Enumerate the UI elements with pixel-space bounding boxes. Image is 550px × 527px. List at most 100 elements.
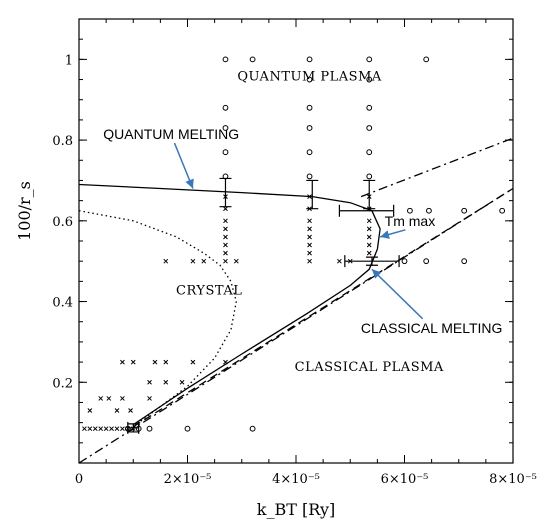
cross-point [307, 194, 312, 199]
circle-point [423, 56, 430, 63]
series-line-solid [78, 183, 381, 426]
cross-point [307, 234, 312, 240]
cross-point [337, 258, 342, 264]
cross-point [307, 258, 312, 264]
cross-point [190, 258, 196, 264]
circle-point [366, 76, 373, 83]
cross-point [120, 359, 125, 365]
circle-point [222, 56, 229, 63]
cross-point [114, 408, 120, 413]
circle-point [461, 258, 468, 265]
cross-point [307, 242, 312, 248]
cross-point [87, 426, 93, 432]
x-tick-label: 4×10⁻⁵ [272, 472, 320, 487]
circle-point [426, 207, 432, 214]
cross-point [201, 258, 207, 264]
cross-point [163, 359, 169, 365]
plot-border [78, 18, 514, 464]
error-bar-horizontal [344, 255, 400, 268]
annotation-arrow [371, 268, 424, 320]
annotation-arrow [173, 142, 194, 189]
axis-ticks: 0 2×10⁻⁵ 4×10⁻⁵ 6×10⁻⁵ 8×10⁻⁵ 0.2 0.4 0.6 0.8 1 k_… [15, 19, 537, 519]
cross-point [82, 426, 87, 432]
cross-point [223, 218, 228, 224]
cross-point [92, 426, 98, 432]
circle-point [249, 425, 256, 432]
circle-point [184, 425, 191, 432]
cross-point [147, 379, 152, 385]
cross-point [366, 250, 372, 256]
cross-point [120, 426, 125, 432]
cross-point [114, 426, 120, 432]
cross-point [233, 258, 239, 264]
circle-point [222, 125, 229, 131]
annotation-label: CLASSICAL MELTING [361, 320, 503, 336]
circle-point [423, 258, 430, 265]
cross-point [179, 379, 185, 385]
annotation-label: Tm max [385, 213, 436, 229]
cross-point [307, 250, 312, 256]
cross-point [223, 250, 228, 256]
circle-point [366, 125, 373, 131]
region-label: QUANTUM PLASMA [237, 70, 382, 85]
cross-point [152, 359, 158, 365]
circle-point [407, 207, 413, 214]
cross-point [130, 359, 136, 365]
plot-frame [78, 18, 514, 464]
cross-point [98, 426, 104, 432]
cross-point [366, 218, 372, 224]
circle-point [366, 56, 373, 63]
cross-point [223, 226, 228, 232]
y-tick-label: 1 [65, 53, 73, 68]
chart-labels: QUANTUM PLASMA CRYSTAL CLASSICAL PLASMA QUA… [103, 70, 502, 376]
circle-point [366, 104, 373, 111]
cross-point [109, 426, 114, 432]
error-bar-horizontal [127, 421, 140, 434]
circle-point [306, 149, 313, 156]
y-axis-title: 100/r_s [15, 181, 34, 241]
circle-point [366, 149, 373, 156]
data-markers [82, 56, 506, 432]
cross-point [223, 242, 228, 248]
curves [78, 137, 514, 464]
annotation-label: QUANTUM MELTING [103, 126, 239, 142]
circle-point [306, 125, 313, 131]
cross-point [223, 359, 228, 365]
circle-point [461, 207, 468, 214]
cross-point [307, 226, 312, 232]
x-axis-title: k_BT [Ry] [257, 500, 336, 519]
error-bar-horizontal [338, 204, 395, 217]
x-tick-label: 0 [75, 472, 83, 487]
region-label: CLASSICAL PLASMA [295, 360, 444, 375]
cross-point [103, 426, 109, 432]
circle-point [306, 104, 313, 111]
cross-point [106, 396, 112, 401]
circle-point [222, 104, 229, 111]
region-label: CRYSTAL [176, 283, 242, 298]
cross-point [163, 258, 169, 264]
circle-point [306, 76, 313, 83]
x-tick-label: 2×10⁻⁵ [164, 472, 212, 487]
cross-point [120, 396, 125, 401]
cross-point [128, 408, 133, 413]
cross-point [87, 408, 93, 413]
y-tick-label: 0.2 [52, 376, 73, 391]
circle-point [306, 56, 313, 63]
circle-point [366, 173, 373, 180]
circle-point [306, 173, 313, 180]
cross-point [223, 206, 228, 212]
cross-point [147, 396, 152, 401]
y-tick-label: 0.8 [52, 134, 73, 149]
cross-point [366, 226, 372, 232]
error-bar-vertical [306, 179, 319, 210]
cross-point [223, 258, 228, 264]
circle-point [146, 425, 153, 432]
error-bar-vertical [363, 179, 376, 210]
circle-point [249, 56, 256, 63]
cross-point [163, 379, 169, 385]
x-tick-label: 8×10⁻⁵ [489, 472, 537, 487]
annotation-arrow [379, 229, 406, 239]
cross-point [366, 234, 372, 240]
x-tick-label: 6×10⁻⁵ [381, 472, 429, 487]
